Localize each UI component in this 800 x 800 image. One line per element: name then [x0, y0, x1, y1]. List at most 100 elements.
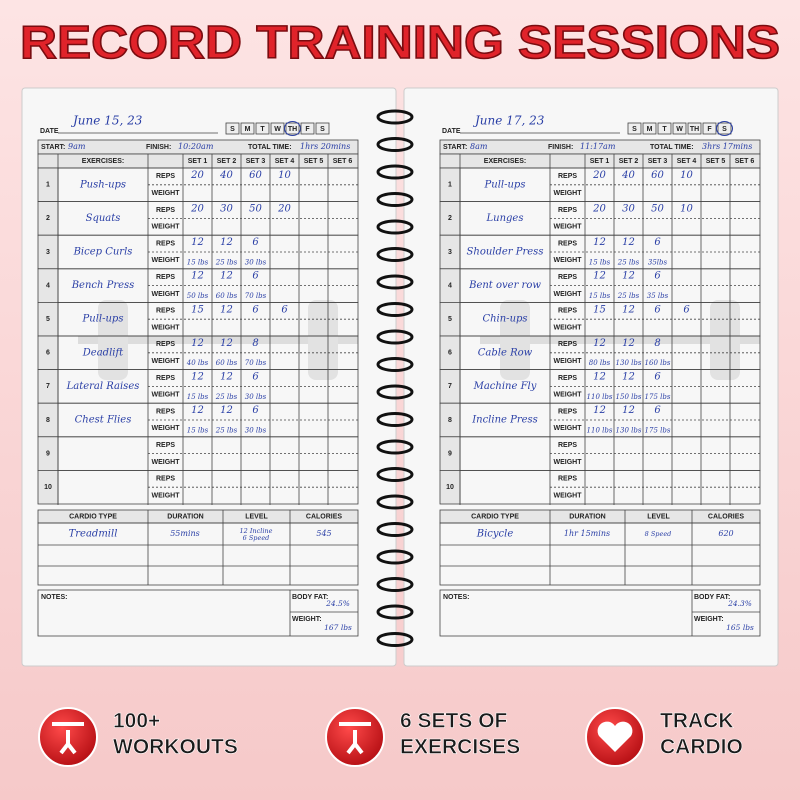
- label: SET 3: [246, 158, 266, 165]
- label: DURATION: [167, 513, 203, 520]
- label: WEIGHT: [152, 459, 181, 466]
- reps: 12: [593, 271, 606, 282]
- reps: 6: [683, 304, 690, 315]
- reps: 12: [220, 237, 233, 248]
- label: FINISH:: [548, 144, 573, 151]
- heart-icon: [597, 721, 633, 752]
- day-circle: [716, 121, 733, 136]
- reps: 10: [278, 170, 291, 181]
- cell: [439, 522, 761, 586]
- row-number: 9: [46, 450, 50, 457]
- reps: 6: [252, 304, 259, 315]
- reps: 6: [654, 372, 661, 383]
- badge-text: 100+: [113, 710, 160, 733]
- spiral-ring: [376, 137, 414, 152]
- weight: 15 lbs: [187, 426, 209, 434]
- day: S: [722, 126, 727, 133]
- weight: 30 lbs: [245, 426, 267, 434]
- row-number: 4: [46, 282, 50, 289]
- reps: 50: [651, 204, 664, 215]
- label: REPS: [558, 173, 577, 180]
- exercise-name: Machine Fly: [473, 381, 537, 392]
- weight: 15 lbs: [589, 292, 611, 300]
- label: SET 6: [735, 158, 755, 165]
- exercise-name: Pull-ups: [484, 179, 526, 190]
- cell: [672, 122, 687, 135]
- reps: 20: [190, 170, 204, 181]
- label: WEIGHT: [152, 190, 181, 197]
- label: REPS: [558, 442, 577, 449]
- label: REPS: [156, 476, 175, 483]
- label: TOTAL TIME:: [650, 144, 694, 151]
- label: LEVEL: [647, 513, 670, 520]
- label: WEIGHT: [554, 492, 583, 499]
- spiral-ring: [376, 357, 414, 372]
- day: M: [245, 126, 251, 133]
- watermark: [98, 300, 128, 380]
- weight: 40 lbs: [186, 359, 209, 367]
- weight: 35 lbs: [647, 292, 669, 300]
- label: EXERCISES:: [82, 158, 124, 165]
- exercise-name: Deadlift: [82, 347, 124, 358]
- label: CARDIO TYPE: [69, 513, 117, 520]
- label: SET 4: [275, 158, 295, 165]
- weight: 35lbs: [648, 258, 668, 266]
- reps: 12: [622, 405, 635, 416]
- row-number: 1: [46, 182, 50, 189]
- exercise-name: Chin-ups: [482, 314, 527, 325]
- start-time: 8am: [470, 142, 488, 151]
- label: REPS: [156, 173, 175, 180]
- reps: 10: [680, 170, 693, 181]
- label: WEIGHT: [152, 425, 181, 432]
- body-fat: 24.3%: [727, 599, 752, 608]
- label: WEIGHT: [554, 459, 583, 466]
- reps: 30: [622, 204, 635, 215]
- label: SET 1: [590, 158, 610, 165]
- reps: 20: [592, 204, 606, 215]
- cell: [642, 122, 657, 135]
- spiral-ring: [376, 329, 414, 345]
- notebook-page: [21, 87, 397, 667]
- reps: 20: [190, 204, 204, 215]
- exercise-name: Bicep Curls: [73, 247, 133, 258]
- reps: 6: [252, 237, 259, 248]
- weight: 25 lbs: [215, 258, 238, 266]
- reps: 6: [654, 271, 661, 282]
- reps: 60: [249, 170, 262, 181]
- reps: 12: [220, 338, 233, 349]
- label: START:: [41, 144, 65, 151]
- day: TH: [288, 126, 297, 133]
- reps: 12: [191, 237, 204, 248]
- label: SET 5: [706, 158, 726, 165]
- label: CARDIO TYPE: [471, 513, 519, 520]
- weight: 70 lbs: [245, 359, 267, 367]
- label: SET 5: [304, 158, 324, 165]
- spiral-ring: [376, 577, 414, 592]
- reps: 12: [593, 237, 606, 248]
- reps: 6: [252, 372, 259, 383]
- row-number: 6: [448, 350, 452, 357]
- label: BODY FAT:: [292, 594, 328, 601]
- label: SET 3: [648, 158, 668, 165]
- label: REPS: [558, 408, 577, 415]
- cell: [687, 122, 702, 135]
- label: WEIGHT: [554, 358, 583, 365]
- row-number: 9: [448, 450, 452, 457]
- cardio-duration: 1hr 15mins: [564, 529, 610, 538]
- spiral-ring: [376, 632, 414, 647]
- row-number: 10: [446, 484, 454, 491]
- row-number: 4: [448, 282, 452, 289]
- row-number: 2: [448, 215, 452, 222]
- label: WEIGHT: [152, 392, 181, 399]
- label: DATE: [442, 128, 461, 135]
- cell: [37, 589, 359, 637]
- label: REPS: [156, 240, 175, 247]
- weight: 130 lbs: [616, 359, 642, 367]
- reps: 12: [191, 338, 204, 349]
- reps: 6: [654, 237, 661, 248]
- weight: 110 lbs: [587, 426, 613, 434]
- weight: 15 lbs: [589, 258, 611, 266]
- cardio-level: 6 Speed: [243, 534, 270, 542]
- label: SET 6: [333, 158, 353, 165]
- row-number: 6: [46, 350, 50, 357]
